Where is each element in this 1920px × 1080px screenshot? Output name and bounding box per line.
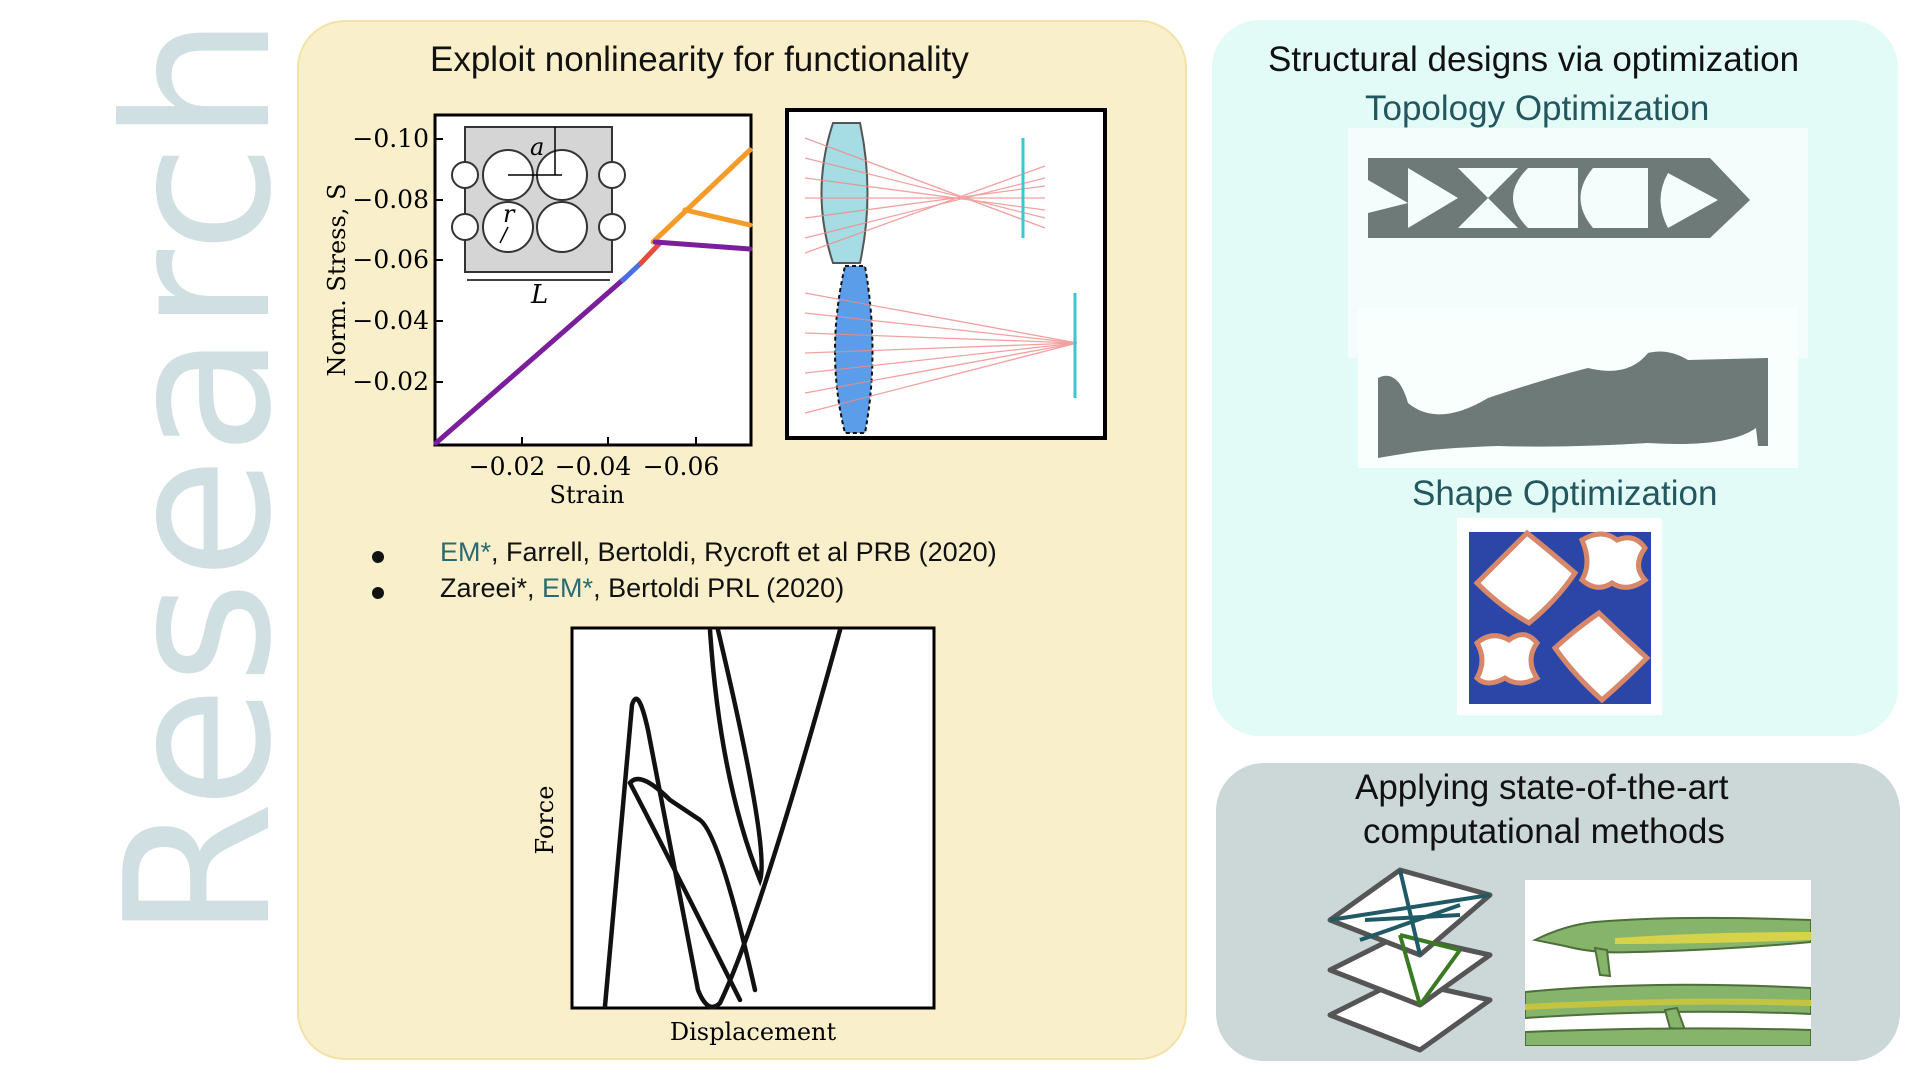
inset-label-L: L [530, 280, 548, 310]
reference-1: EM*, Farrell, Bertoldi, Rycroft et al PR… [440, 537, 997, 568]
topology-optimization-figure [1348, 128, 1808, 468]
computational-title-line1: Applying state-of-the-art [1355, 768, 1729, 807]
stress-plot-ylabel: Norm. Stress, S̃ [325, 183, 351, 376]
stress-plot-xlabel: Strain [550, 481, 625, 509]
force-curves [602, 627, 843, 1010]
multigrid-layers-icon [1327, 867, 1493, 1053]
shape-optimization-figure [1457, 518, 1662, 715]
ytick-label: −0.04 [352, 306, 429, 335]
shape-optimization-label: Shape Optimization [1412, 474, 1718, 513]
crocodile-simulation-figure [1525, 880, 1811, 1046]
computational-title-line2: computational methods [1363, 812, 1725, 851]
reference-2-text: , Bertoldi PRL (2020) [593, 573, 845, 603]
xtick-label: −0.04 [555, 452, 632, 481]
ytick-label: −0.08 [352, 185, 429, 214]
bullet [372, 587, 384, 599]
reference-2-highlight: EM* [542, 573, 594, 603]
crocodile-middle [1525, 983, 1811, 1032]
unit-cell-inset: a r L [451, 126, 626, 310]
ytick-label: −0.06 [352, 245, 429, 274]
force-plot-xlabel: Displacement [670, 1018, 837, 1046]
force-displacement-plot: Displacement Force [531, 626, 936, 1046]
ytick-label: −0.02 [352, 367, 429, 396]
bullet [372, 551, 384, 563]
reference-1-text: , Farrell, Bertoldi, Rycroft et al PRB (… [491, 537, 997, 567]
crocodile-top [1531, 916, 1811, 978]
stress-strain-plot: −0.10 −0.08 −0.06 −0.04 −0.02 −0.02 −0.0… [325, 113, 753, 509]
top-lens [804, 122, 1046, 264]
bottom-lens [804, 265, 1078, 434]
xtick-label: −0.06 [643, 452, 720, 481]
nonlinearity-title: Exploit nonlinearity for functionality [430, 40, 969, 79]
inset-label-r: r [503, 200, 516, 228]
stress-curves [433, 147, 753, 446]
reference-1-highlight: EM* [440, 537, 492, 567]
optimization-title: Structural designs via optimization [1268, 40, 1800, 79]
lens-diagram [785, 108, 1107, 440]
reference-2-prefix: Zareei*, [440, 573, 543, 603]
inset-label-a: a [530, 133, 544, 161]
research-side-title: Research [83, 14, 316, 940]
crocodile-bottom [1525, 1027, 1811, 1046]
shape-profile [1378, 351, 1768, 458]
stress-plot-yticks [435, 138, 697, 445]
force-plot-ylabel: Force [531, 786, 559, 855]
topology-optimization-label: Topology Optimization [1365, 89, 1710, 128]
ytick-label: −0.10 [352, 124, 429, 153]
xtick-label: −0.02 [469, 452, 546, 481]
reference-2: Zareei*, EM*, Bertoldi PRL (2020) [440, 573, 844, 604]
